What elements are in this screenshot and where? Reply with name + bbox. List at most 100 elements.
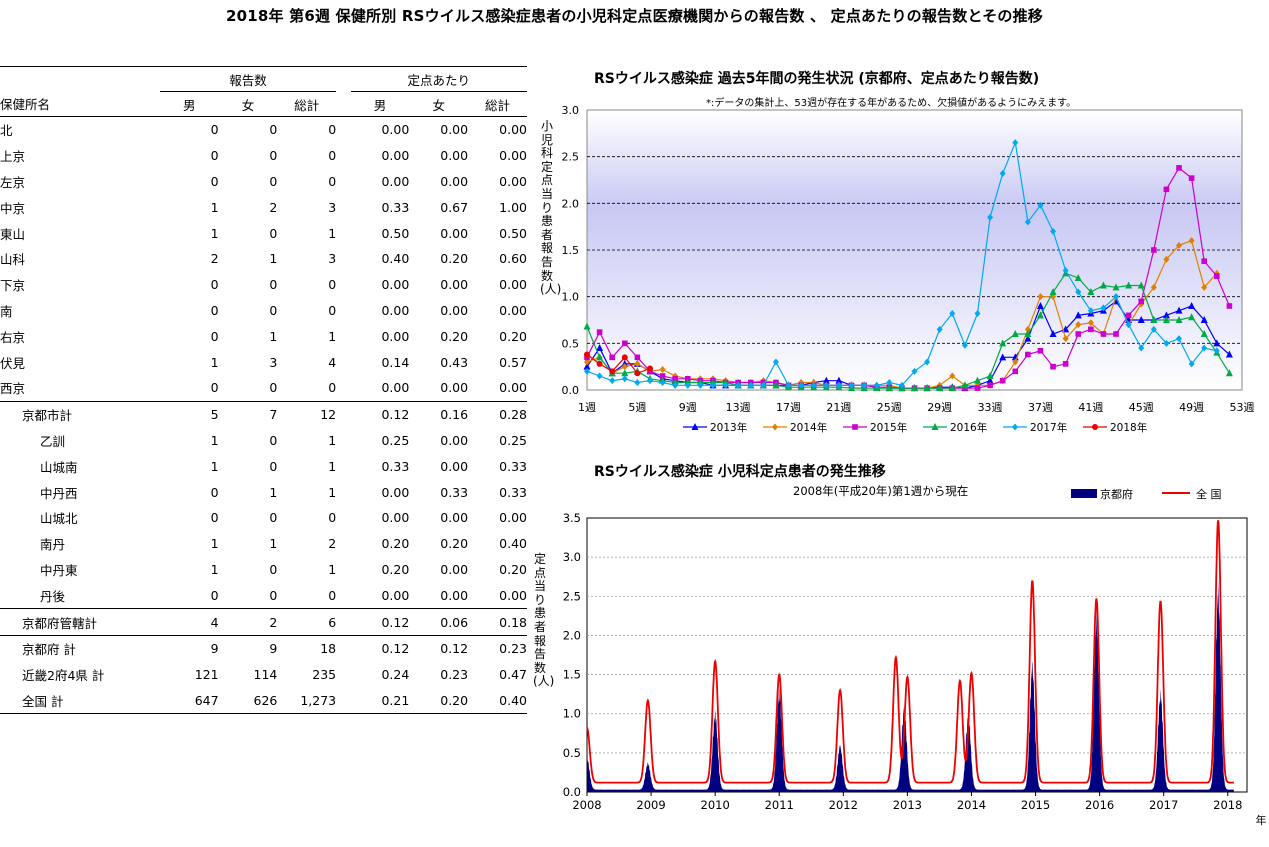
- chart1-title: RSウイルス感染症 過去5年間の発生状況 (京都府、定点あたり報告数): [594, 71, 1040, 87]
- chart1-point: [999, 169, 1006, 177]
- chart1-point: [823, 381, 830, 389]
- chart1-point: [999, 339, 1007, 347]
- total-count: 1: [328, 328, 337, 344]
- chart1-point: [961, 381, 969, 389]
- chart1-point: [621, 363, 628, 371]
- female-rate: 0.00: [440, 148, 469, 164]
- chart1-xtick-label: 13週: [726, 401, 751, 414]
- chart1-legend-label: 2014年: [790, 421, 827, 434]
- spacer: [336, 687, 351, 715]
- male-count: 0: [210, 484, 219, 500]
- chart1-point: [634, 370, 641, 377]
- total-count: 1: [328, 225, 337, 241]
- total-count: 0: [328, 510, 337, 526]
- male-count: 1: [210, 432, 219, 448]
- chart1-ylabel: 小児科定点当り患者報告数(人): [540, 119, 562, 297]
- table-row: 京都市計 5 7 12 0.12 0.16 0.28: [0, 400, 527, 428]
- group-reports-header: 報告数: [159, 66, 337, 92]
- chart1-point: [948, 384, 956, 392]
- chart1-point: [1049, 330, 1057, 337]
- total-count: 0: [328, 587, 337, 603]
- total-count: 2: [328, 536, 337, 552]
- chart1-point: [772, 358, 779, 366]
- chart1-point: [621, 354, 628, 361]
- table-group-header: 報告数 定点あたり: [0, 66, 527, 92]
- female-count: 0: [269, 277, 278, 293]
- chart1-xtick-label: 37週: [1028, 401, 1053, 414]
- chart1-point: [936, 325, 943, 333]
- female-rate: 0.00: [440, 380, 469, 396]
- female-rate: 0.00: [440, 122, 469, 138]
- chart1-point: [923, 384, 931, 392]
- total-count: 0: [328, 302, 337, 318]
- chart1-point: [1176, 335, 1183, 343]
- chart1-point: [911, 367, 918, 375]
- chart1-point: [584, 351, 590, 358]
- chart1-point: [1112, 283, 1120, 291]
- female-count: 114: [253, 667, 278, 683]
- chart1-point: [634, 354, 641, 361]
- total-rate: 0.00: [499, 122, 527, 138]
- chart1-point: [1201, 283, 1208, 291]
- total-rate: 0.00: [499, 148, 527, 164]
- female-count: 0: [269, 122, 278, 138]
- chart1-point: [609, 368, 616, 375]
- chart1-point: [1100, 331, 1107, 337]
- col-total-header: 総計: [277, 91, 337, 117]
- chart1-point: [798, 381, 805, 389]
- chart1-point: [1163, 255, 1170, 263]
- chart1-point: [1011, 330, 1019, 337]
- chart1-point: [1151, 247, 1157, 253]
- female-count: 9: [218, 634, 278, 662]
- table-row: 中丹東 1 0 1 0.20 0.00 0.20: [0, 557, 527, 583]
- chart1-point: [1214, 273, 1220, 279]
- male-rate: 0.50: [381, 225, 410, 241]
- chart1-legend-label: 2017年: [1030, 421, 1067, 434]
- total-rate: 0.57: [499, 354, 527, 370]
- table-row: 右京 0 1 1 0.00 0.20 0.20: [0, 323, 527, 349]
- female-rate: 0.00: [440, 277, 469, 293]
- male-count: 1: [210, 225, 219, 241]
- male-count: 1: [210, 536, 219, 552]
- chart1-point: [974, 309, 981, 317]
- col-rate-female-header: 女: [409, 91, 469, 117]
- female-count: 0: [269, 225, 278, 241]
- spacer: [336, 400, 351, 428]
- chart1-point: [1125, 321, 1132, 329]
- chart1-point: [1024, 334, 1032, 342]
- male-count: 0: [210, 587, 219, 603]
- chart1-point: [1176, 165, 1182, 171]
- chart1-point: [924, 358, 931, 366]
- col-rate-male-header: 男: [350, 91, 410, 117]
- male-rate: 0.00: [381, 380, 410, 396]
- female-rate: 0.20: [440, 328, 469, 344]
- chart1-point: [584, 367, 590, 375]
- total-rate: 0.00: [499, 302, 527, 318]
- total-rate: 0.47: [499, 667, 527, 683]
- male-count: 2: [210, 251, 219, 267]
- chart1-xtick-label: 5週: [628, 401, 646, 414]
- chart1-point: [659, 373, 666, 379]
- chart1-point: [659, 379, 666, 387]
- chart1-point: [609, 354, 615, 361]
- total-rate: 0.00: [499, 277, 527, 293]
- total-count: 0: [328, 173, 337, 189]
- chart1-point: [596, 353, 604, 361]
- chart1-point: [634, 379, 641, 387]
- female-rate: 0.20: [440, 536, 469, 552]
- female-count: 3: [269, 354, 278, 370]
- chart1-xtick-label: 9週: [679, 401, 697, 414]
- chart1-point: [1062, 267, 1069, 275]
- female-count: 0: [269, 510, 278, 526]
- female-count: 2: [218, 608, 278, 636]
- chart1-point: [1150, 325, 1157, 333]
- total-rate: 0.28: [468, 400, 527, 428]
- chart1-point: [735, 381, 742, 389]
- chart1-point: [1137, 316, 1145, 323]
- male-count: 0: [210, 148, 219, 164]
- chart1-point: [1088, 326, 1094, 333]
- table-row: 東山 1 0 1 0.50 0.00 0.50: [0, 220, 527, 246]
- chart1-point: [1036, 311, 1044, 319]
- group-rate-header: 定点あたり: [350, 66, 527, 92]
